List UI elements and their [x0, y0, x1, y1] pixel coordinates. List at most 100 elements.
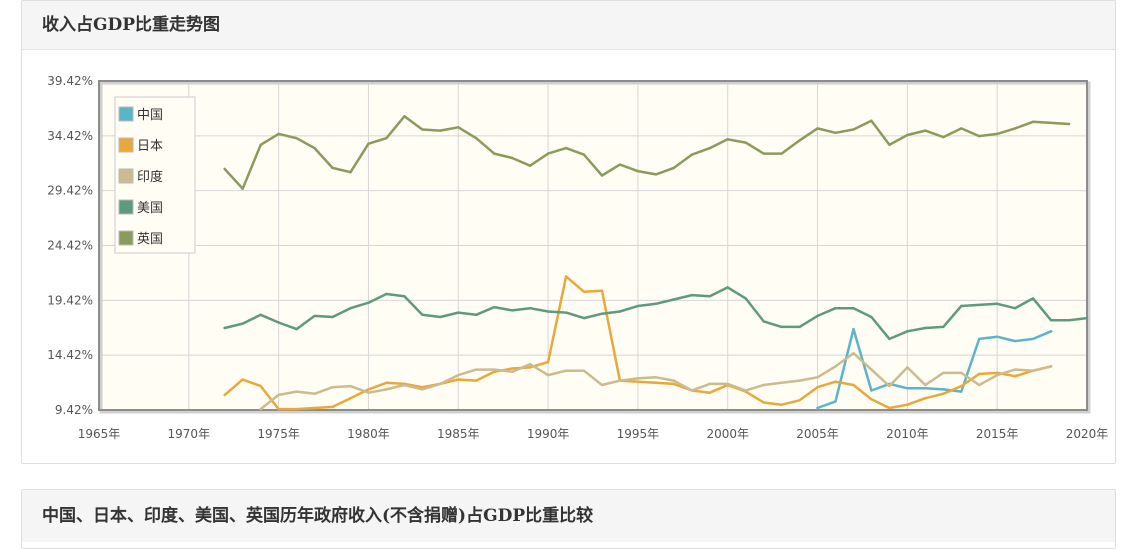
data-point [277, 321, 280, 324]
data-point [528, 307, 532, 310]
data-point [762, 401, 765, 404]
series-lines [223, 115, 1089, 411]
data-point [618, 163, 622, 166]
data-point [475, 137, 478, 140]
data-point [654, 302, 658, 305]
data-point [852, 327, 855, 331]
data-point [888, 384, 891, 388]
data-point [780, 381, 783, 384]
data-point [457, 126, 460, 129]
data-point [223, 326, 226, 330]
data-point [295, 407, 298, 411]
data-point [528, 366, 532, 369]
data-point [978, 383, 981, 387]
data-point [906, 366, 909, 369]
data-point [564, 146, 568, 150]
legend-swatch [118, 137, 134, 153]
data-point [762, 320, 765, 323]
legend-swatch [118, 106, 134, 122]
data-point [1049, 365, 1053, 368]
data-point [996, 373, 999, 377]
data-point [906, 387, 909, 390]
data-point [403, 383, 406, 387]
data-point [331, 166, 334, 170]
data-point [349, 171, 352, 174]
data-point [1067, 122, 1071, 126]
data-point [511, 309, 514, 312]
data-point [457, 378, 460, 381]
x-tick-label: 2005年 [796, 427, 839, 441]
data-point [780, 403, 783, 406]
data-point [439, 382, 442, 386]
data-point [960, 304, 963, 308]
data-point [546, 310, 550, 313]
data-point [942, 388, 945, 391]
data-point [1013, 368, 1017, 371]
data-point [906, 133, 909, 137]
data-point [1013, 127, 1017, 130]
data-point [960, 390, 963, 393]
data-point [870, 398, 873, 401]
line-chart: 1965年 1970年 1975年 1980年 1985年 1990年 1995年 2000年… [47, 74, 1109, 441]
x-tick-label: 1965年 [78, 427, 121, 441]
data-point [1067, 319, 1071, 322]
data-point [367, 388, 370, 391]
data-point [241, 322, 244, 325]
data-point [996, 132, 999, 136]
data-point [780, 152, 783, 155]
data-point [475, 368, 478, 371]
x-tick-label: 2020年 [1066, 427, 1109, 441]
data-point [259, 143, 262, 146]
data-point [870, 389, 873, 392]
data-point [1031, 337, 1035, 341]
data-point [241, 378, 244, 381]
data-point [816, 127, 819, 130]
data-point [870, 119, 873, 122]
y-tick-label: 19.42% [47, 293, 93, 307]
data-point [726, 382, 729, 386]
data-point [241, 187, 244, 190]
data-point [546, 373, 550, 377]
data-point [600, 289, 604, 292]
data-point [672, 382, 675, 386]
data-point [1085, 316, 1089, 320]
data-point [942, 392, 945, 395]
legend-label: 中国 [137, 108, 163, 123]
data-point [439, 315, 442, 319]
data-point [816, 406, 819, 410]
data-point [349, 307, 352, 310]
data-point [385, 388, 388, 391]
data-point [636, 380, 640, 383]
y-tick-label: 29.42% [47, 184, 93, 198]
data-point [223, 167, 226, 171]
x-tick-label: 1980年 [347, 427, 390, 441]
data-point [1031, 297, 1035, 300]
data-point [349, 384, 352, 388]
data-point [313, 392, 316, 395]
data-point [511, 367, 514, 370]
data-point [816, 386, 819, 389]
data-point [654, 173, 658, 176]
data-point [277, 407, 280, 411]
data-point [924, 129, 927, 132]
data-point [600, 383, 604, 387]
data-point [942, 135, 945, 139]
data-point [744, 141, 747, 144]
data-point [403, 115, 406, 118]
data-point [385, 292, 388, 296]
data-point [546, 152, 550, 155]
data-point [672, 379, 675, 382]
data-point [259, 313, 262, 316]
data-point [978, 303, 981, 307]
data-point [511, 156, 514, 160]
data-point [277, 393, 280, 397]
data-point [564, 369, 568, 372]
data-point [924, 383, 927, 387]
y-tick-label: 9.42% [55, 403, 93, 417]
data-point [834, 365, 837, 368]
data-point [708, 146, 711, 150]
data-point [259, 407, 262, 411]
legend-label: 英国 [137, 232, 163, 247]
data-point [672, 166, 675, 170]
